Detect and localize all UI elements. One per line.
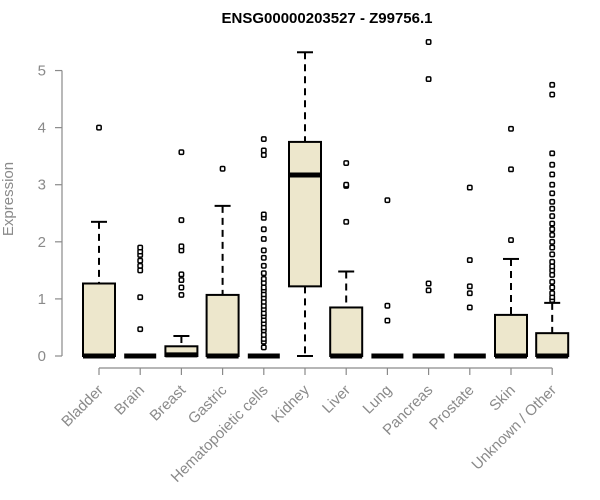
outlier-point [260, 270, 267, 277]
x-tick-label: Brain [111, 382, 148, 419]
outlier-point [178, 217, 185, 224]
box-body [82, 282, 116, 357]
outlier-point [549, 251, 556, 258]
y-tick-label: 3 [38, 177, 46, 194]
outlier-point [549, 284, 556, 291]
x-tick-label: Prostate [426, 382, 478, 434]
outlier-point [466, 257, 473, 264]
y-axis-label: Expression [0, 162, 17, 236]
outlier-point [260, 284, 267, 291]
outlier-point [178, 277, 185, 284]
outlier-point [549, 150, 556, 157]
box-body [205, 293, 240, 357]
outlier-point [384, 317, 391, 324]
box-body [494, 313, 528, 357]
outlier-point [466, 304, 473, 311]
outlier-point [466, 283, 473, 290]
y-tick-label: 5 [38, 63, 46, 80]
outlier-point [549, 258, 556, 265]
outlier-point [343, 218, 350, 225]
outlier-point [549, 205, 556, 212]
outlier-point [549, 263, 556, 270]
outlier-point [549, 198, 556, 205]
outlier-point [549, 171, 556, 178]
outlier-point [549, 81, 556, 88]
outlier-point [137, 294, 144, 301]
outlier-point [549, 181, 556, 188]
outlier-point [549, 232, 556, 238]
x-tick-label: Skin [486, 382, 519, 415]
outlier-point [549, 91, 556, 98]
x-tick-label: Bladder [58, 382, 107, 431]
outlier-point [425, 39, 432, 45]
outlier-point [343, 181, 350, 188]
outlier-point [549, 213, 556, 220]
box-body [329, 306, 364, 357]
outlier-point [549, 190, 556, 197]
outlier-point [260, 247, 267, 254]
outlier-point [178, 271, 185, 278]
box-body [535, 332, 570, 357]
outlier-point [137, 257, 144, 264]
outlier-point [549, 290, 556, 297]
x-tick-label: Kidney [268, 381, 313, 426]
outlier-point [425, 280, 432, 287]
outlier-point [260, 226, 267, 233]
outlier-point [137, 262, 144, 269]
outlier-point [178, 291, 185, 298]
outlier-point [549, 161, 556, 168]
outlier-point [260, 147, 267, 154]
outlier-point [260, 236, 267, 242]
outlier-point [178, 243, 185, 250]
outlier-point [549, 226, 556, 233]
outlier-point [466, 290, 473, 297]
x-tick-label: Lung [360, 382, 396, 418]
outlier-point [137, 267, 144, 274]
outlier-point [549, 271, 556, 278]
y-tick-label: 0 [38, 348, 46, 365]
outlier-point [260, 254, 267, 261]
outlier-point [260, 152, 267, 158]
outlier-point [384, 197, 391, 204]
outlier-point [260, 275, 267, 282]
outlier-point [260, 211, 267, 218]
outlier-point [260, 136, 267, 143]
outlier-point [508, 237, 514, 244]
outlier-point [260, 331, 267, 338]
outlier-point [260, 344, 267, 351]
outlier-point [425, 287, 432, 294]
outlier-point [466, 184, 473, 191]
x-tick-label: Liver [319, 382, 354, 417]
x-tick-label: Breast [147, 381, 190, 424]
outlier-point [260, 262, 267, 269]
outlier-point [549, 220, 556, 227]
y-tick-label: 4 [38, 120, 46, 137]
y-tick-label: 1 [38, 291, 46, 308]
outlier-point [219, 165, 226, 172]
outlier-point [384, 302, 391, 309]
outlier-point [178, 149, 185, 156]
outlier-point [178, 284, 185, 291]
outlier-point [508, 166, 514, 173]
outlier-point [549, 278, 556, 285]
box-body [288, 140, 322, 288]
y-tick-label: 2 [38, 234, 46, 251]
outlier-point [549, 238, 556, 245]
outlier-point [508, 125, 514, 132]
chart-title: ENSG00000203527 - Z99756.1 [222, 10, 433, 27]
outlier-point [137, 326, 144, 333]
outlier-point [137, 244, 144, 251]
outlier-point [425, 76, 432, 83]
outlier-point [549, 244, 556, 251]
outlier-point [96, 124, 102, 131]
outlier-point [343, 160, 350, 166]
